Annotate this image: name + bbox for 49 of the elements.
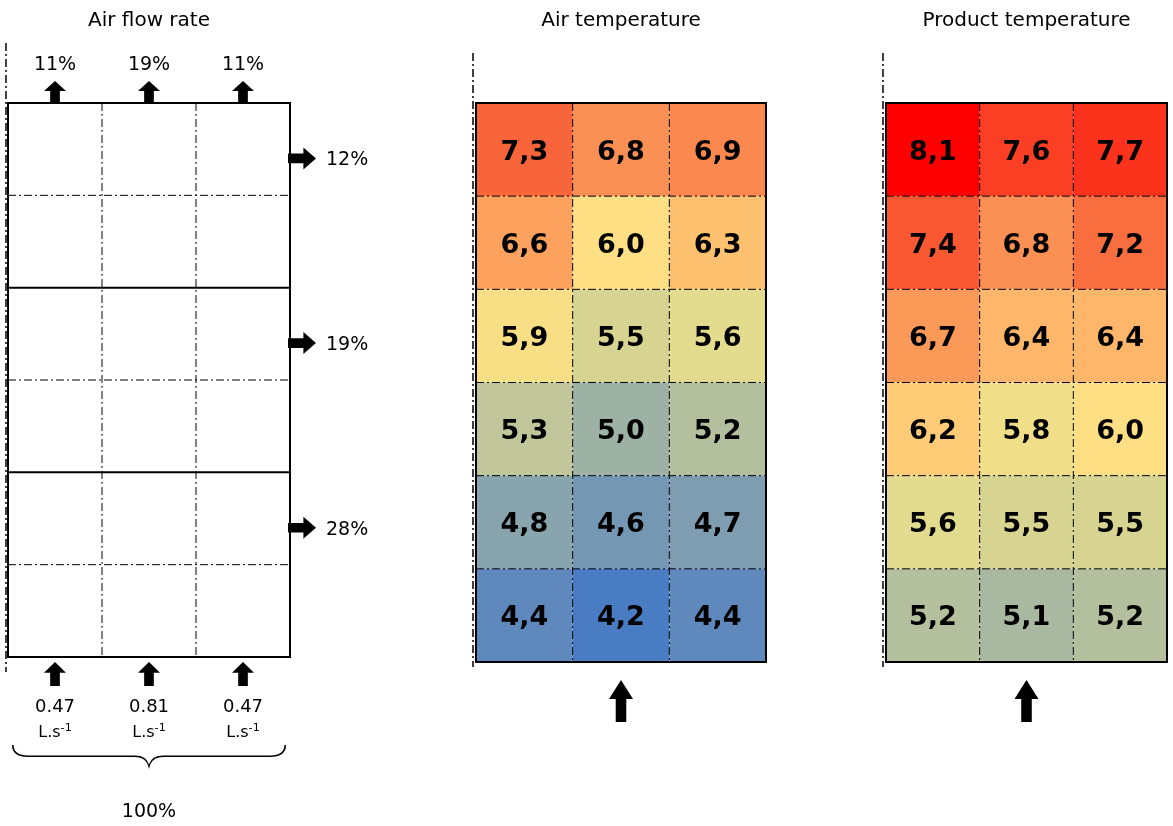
data-label: 5,6 <box>908 507 957 539</box>
data-label: 4,4 <box>500 600 549 632</box>
data-label: 6,7 <box>908 320 957 352</box>
text: 11% <box>33 52 77 74</box>
data-label: 5,0 <box>597 414 645 446</box>
text: 12% <box>326 147 369 170</box>
data-label: 6,4 <box>1096 320 1145 352</box>
data-label: 5,9 <box>500 320 549 352</box>
data-label: 5,2 <box>1096 600 1145 632</box>
data-label: 5,2 <box>693 414 742 446</box>
data-label: 5,2 <box>908 600 957 632</box>
text: Air flow rate <box>88 7 210 31</box>
data-label: 4,2 <box>597 600 645 632</box>
chart-title: Product temperature <box>922 7 1131 31</box>
text: 0.47 L.s$^{-1}$ <box>222 695 264 741</box>
data-label: 6,4 <box>1002 320 1051 352</box>
data-label: 7,6 <box>1002 134 1051 166</box>
data-label: 5,6 <box>693 320 742 352</box>
data-label: 6,8 <box>597 134 645 166</box>
text: 19% <box>326 332 369 355</box>
data-label: 4,4 <box>693 600 742 632</box>
data-label: 6,6 <box>500 227 549 259</box>
data-label: 5,5 <box>597 320 645 352</box>
data-label: 5,8 <box>1002 414 1051 446</box>
data-label: 6,8 <box>1002 227 1051 259</box>
data-label: 4,6 <box>597 507 645 539</box>
text: 19% <box>127 52 171 74</box>
data-label: 6,2 <box>908 414 957 446</box>
text: 0.47 L.s$^{-1}$ <box>34 695 76 741</box>
text: 28% <box>326 516 369 539</box>
data-label: 7,7 <box>1096 134 1145 166</box>
data-label: 5,1 <box>1002 600 1051 632</box>
chart-title: Air temperature <box>541 7 701 31</box>
data-label: 7,2 <box>1096 227 1145 259</box>
data-label: 6,0 <box>597 227 645 259</box>
data-label: 8,1 <box>908 134 957 166</box>
data-label: 5,3 <box>500 414 549 446</box>
data-label: 7,3 <box>500 134 549 166</box>
data-label: 6,0 <box>1096 414 1145 446</box>
data-label: 6,9 <box>693 134 742 166</box>
data-label: 7,4 <box>908 227 957 259</box>
text: 11% <box>221 52 265 74</box>
text: 100% <box>121 799 177 821</box>
data-label: 4,8 <box>500 507 549 539</box>
data-label: 5,5 <box>1002 507 1051 539</box>
data-label: 4,7 <box>693 507 742 539</box>
data-label: 5,5 <box>1096 507 1145 539</box>
text: 0.81 L.s$^{-1}$ <box>128 695 170 741</box>
data-label: 6,3 <box>693 227 742 259</box>
